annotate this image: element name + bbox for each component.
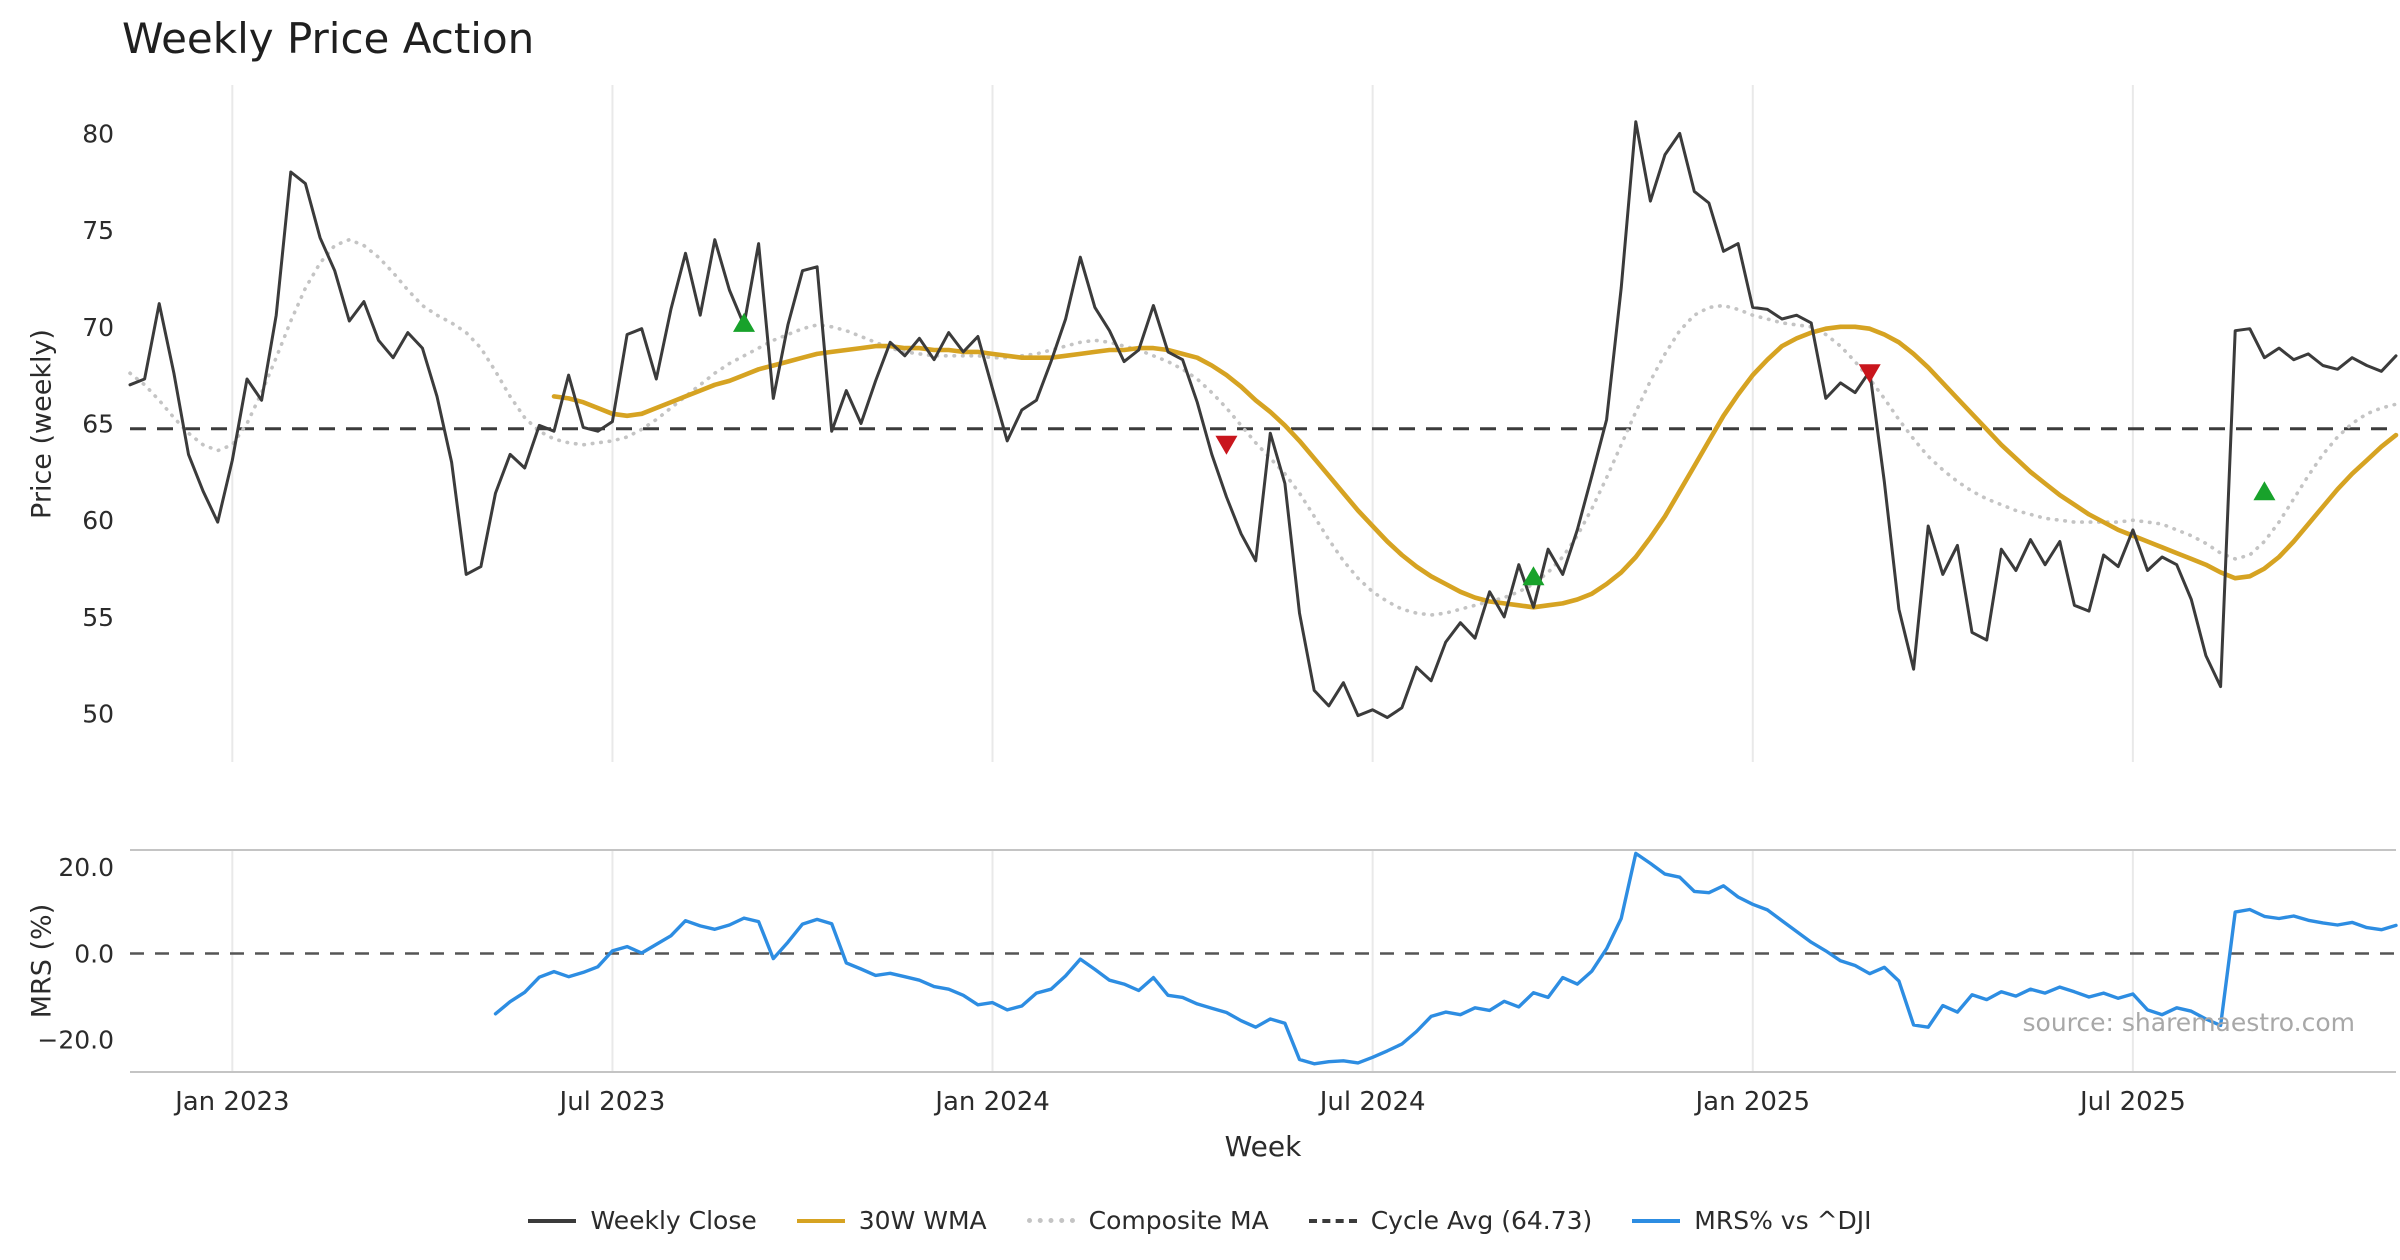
price-ytick-label: 55 xyxy=(82,603,114,632)
legend-label: Cycle Avg (64.73) xyxy=(1370,1206,1593,1235)
buy-signal-marker xyxy=(733,312,756,332)
sell-signal-marker xyxy=(1215,435,1238,455)
mrs-line xyxy=(493,851,2398,1066)
legend-item-composite-ma: Composite MA xyxy=(1026,1206,1269,1235)
legend-label: Composite MA xyxy=(1088,1206,1269,1235)
legend-item-mrs-vs-dji: MRS% vs ^DJI xyxy=(1632,1206,1872,1235)
x-tick-label: Jul 2024 xyxy=(1318,1087,1426,1117)
legend-swatch-solid xyxy=(1632,1218,1681,1223)
composite-ma-line xyxy=(128,237,2398,617)
price-ytick-label: 80 xyxy=(82,119,114,148)
price-ytick-label: 60 xyxy=(82,506,114,535)
legend-item-cycle-avg-64-73-: Cycle Avg (64.73) xyxy=(1308,1206,1593,1235)
legend: Weekly Close 30W WMA Composite MA Cycle Avg… xyxy=(0,1206,2400,1235)
legend-item-weekly-close: Weekly Close xyxy=(528,1206,757,1235)
wma-line xyxy=(551,324,2399,610)
price-axis-label: Price (weekly) xyxy=(26,329,58,519)
price-ytick-label: 65 xyxy=(82,410,114,439)
buy-signal-marker xyxy=(1522,566,1545,586)
legend-label: 30W WMA xyxy=(858,1206,987,1235)
source-note: source: sharemaestro.com xyxy=(2022,1008,2356,1037)
buy-signal-marker xyxy=(2253,481,2276,501)
x-axis-label: Week xyxy=(1224,1130,1302,1163)
price-ytick-label: 50 xyxy=(82,700,114,729)
legend-swatch-solid xyxy=(528,1218,577,1223)
x-tick-label: Jul 2025 xyxy=(2078,1087,2186,1117)
sell-signal-marker xyxy=(1858,364,1881,384)
legend-label: Weekly Close xyxy=(590,1206,757,1235)
price-ytick-label: 75 xyxy=(82,216,114,245)
mrs-ytick-label: 20.0 xyxy=(58,853,114,882)
x-tick-label: Jan 2025 xyxy=(1693,1087,1810,1117)
price-ytick-label: 70 xyxy=(82,313,114,342)
mrs-ytick-label: 0.0 xyxy=(74,939,114,968)
legend-swatch-dashed xyxy=(1308,1218,1357,1223)
weekly-close-line xyxy=(128,120,2398,719)
x-tick-label: Jan 2023 xyxy=(173,1087,290,1117)
legend-item-30w-wma: 30W WMA xyxy=(796,1206,987,1235)
x-tick-label: Jul 2023 xyxy=(558,1087,666,1117)
legend-swatch-dotted xyxy=(1026,1218,1075,1223)
legend-swatch-solid xyxy=(796,1218,845,1223)
chart-title: Weekly Price Action xyxy=(122,14,535,63)
legend-label: MRS% vs ^DJI xyxy=(1694,1206,1872,1235)
mrs-axis-label: MRS (%) xyxy=(26,903,58,1019)
x-tick-label: Jan 2024 xyxy=(933,1087,1050,1117)
mrs-ytick-label: −20.0 xyxy=(37,1026,114,1055)
